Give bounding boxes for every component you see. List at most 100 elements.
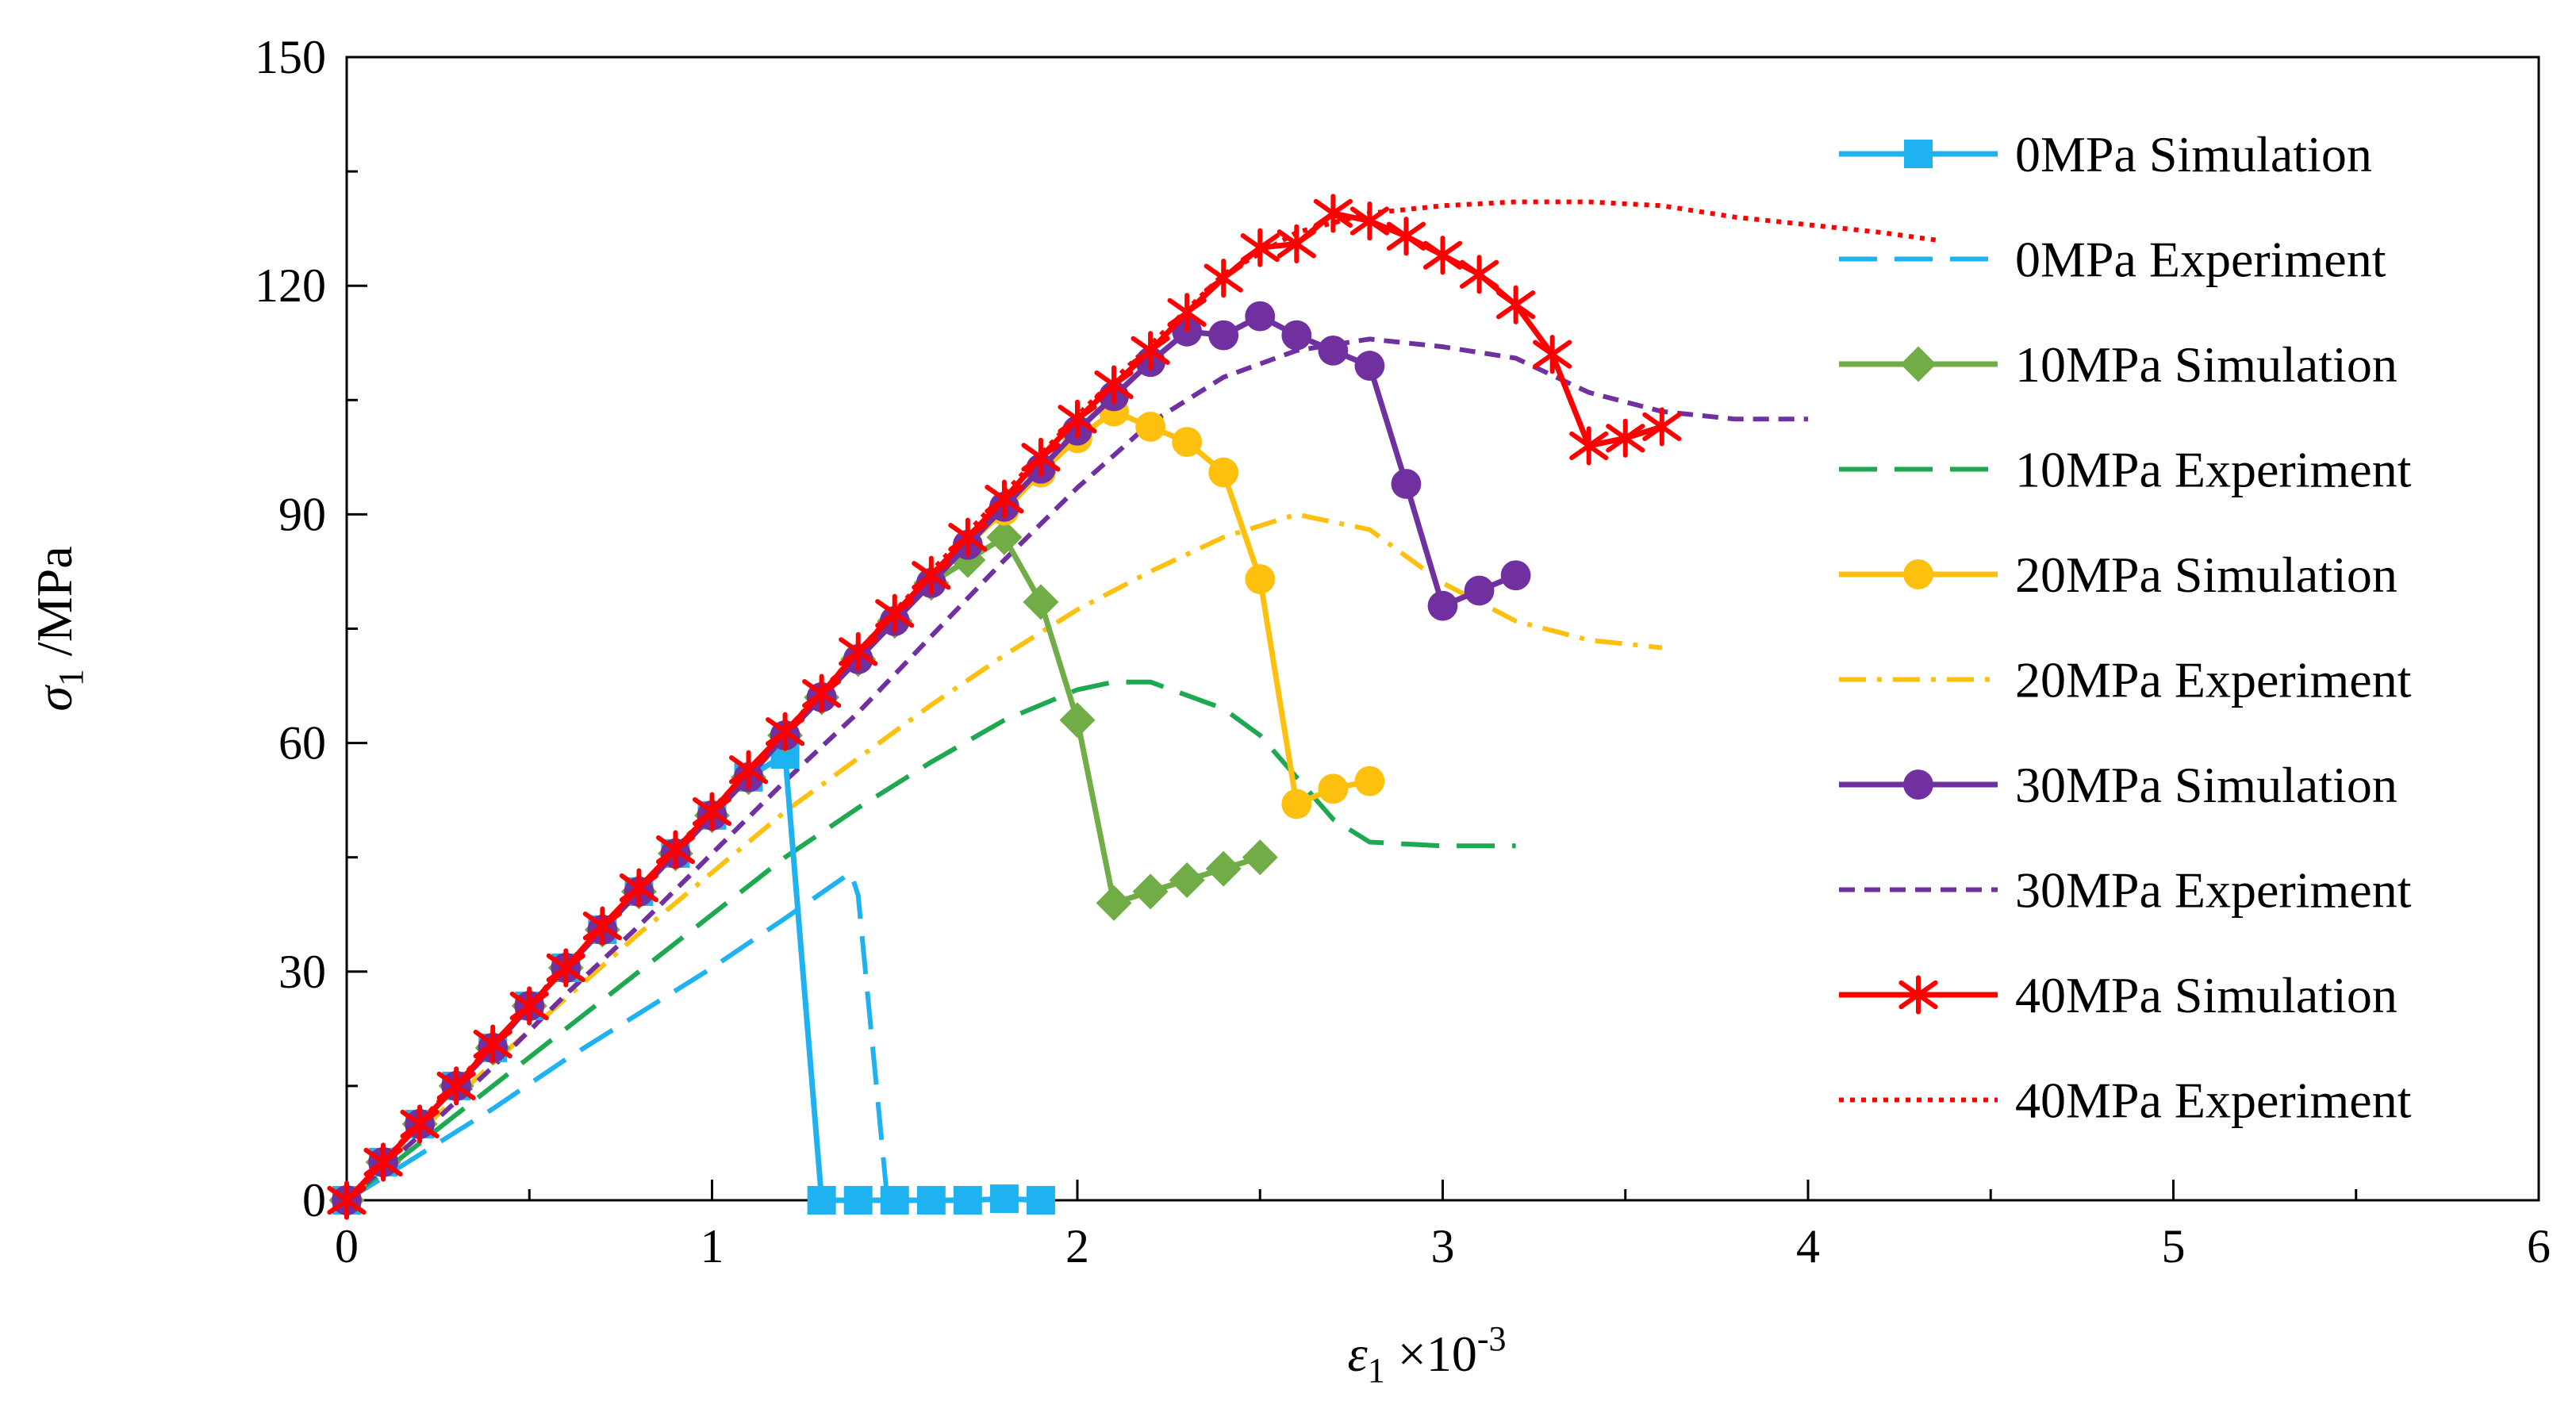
data-point bbox=[436, 1066, 476, 1106]
series-10mpa-experiment bbox=[345, 679, 1516, 1203]
star-stroke bbox=[1276, 229, 1316, 259]
star-stroke bbox=[509, 991, 549, 1021]
data-point bbox=[1242, 839, 1278, 876]
data-point bbox=[1349, 201, 1389, 241]
series-10mpa-simulation bbox=[328, 519, 1278, 1219]
data-point bbox=[1094, 365, 1134, 405]
plot-area bbox=[345, 56, 2540, 1202]
data-point bbox=[1500, 560, 1531, 591]
data-point bbox=[1172, 427, 1203, 458]
star-stroke bbox=[1094, 370, 1134, 400]
data-point bbox=[1167, 293, 1207, 332]
data-point bbox=[1642, 407, 1682, 447]
legend-item: 10MPa Experiment bbox=[1839, 442, 2412, 498]
data-point bbox=[916, 1186, 946, 1215]
legend-item: 30MPa Experiment bbox=[1839, 862, 2412, 919]
data-point bbox=[1496, 285, 1536, 324]
star-stroke bbox=[802, 679, 842, 708]
x-tick-label: 5 bbox=[2162, 1220, 2186, 1272]
y-tick-label: 60 bbox=[278, 717, 326, 769]
star-stroke bbox=[436, 1071, 476, 1101]
legend-label: 20MPa Simulation bbox=[2015, 547, 2397, 603]
data-point bbox=[1276, 224, 1316, 263]
legend-label: 0MPa Simulation bbox=[2015, 126, 2372, 182]
data-point bbox=[400, 1104, 440, 1144]
series-30mpa-simulation bbox=[332, 301, 1531, 1215]
star-stroke bbox=[1021, 443, 1061, 472]
data-point bbox=[473, 1024, 513, 1064]
x-tick-label: 3 bbox=[1431, 1220, 1455, 1272]
y-tick-label: 150 bbox=[255, 31, 326, 83]
y-tick-label: 120 bbox=[255, 259, 326, 312]
y-tick-label: 30 bbox=[278, 946, 326, 998]
data-point bbox=[1459, 255, 1499, 294]
data-point bbox=[1427, 590, 1458, 621]
data-point bbox=[1422, 236, 1463, 275]
legend-label: 0MPa Experiment bbox=[2015, 232, 2386, 288]
series-line bbox=[344, 313, 1517, 1203]
series-line bbox=[344, 210, 1663, 1203]
legend-label: 40MPa Experiment bbox=[2015, 1073, 2412, 1129]
star-stroke bbox=[839, 637, 878, 666]
star-stroke bbox=[1496, 290, 1536, 320]
series-group bbox=[327, 194, 1937, 1220]
data-point bbox=[1245, 301, 1276, 332]
data-point bbox=[807, 1186, 836, 1215]
legend-item: 0MPa Simulation bbox=[1839, 126, 2372, 182]
star-stroke bbox=[912, 561, 951, 590]
data-point bbox=[843, 1186, 873, 1215]
star-stroke bbox=[400, 1109, 440, 1139]
data-point bbox=[1318, 335, 1349, 366]
data-point bbox=[1464, 575, 1495, 606]
legend-label: 30MPa Experiment bbox=[2015, 862, 2412, 919]
data-point bbox=[546, 948, 585, 988]
data-point bbox=[1313, 194, 1353, 233]
data-point bbox=[1023, 584, 1059, 620]
data-point bbox=[1354, 351, 1385, 381]
legend-item: 30MPa Simulation bbox=[1839, 757, 2397, 813]
x-tick-label: 0 bbox=[335, 1220, 359, 1272]
data-point bbox=[1132, 873, 1169, 910]
legend-item: 40MPa Experiment bbox=[1839, 1073, 2412, 1129]
data-point bbox=[1903, 769, 1933, 800]
y-tick-label: 90 bbox=[278, 488, 326, 540]
data-point bbox=[1096, 885, 1132, 921]
star-stroke bbox=[1898, 980, 1938, 1010]
data-point bbox=[802, 674, 842, 713]
data-point bbox=[880, 1186, 909, 1215]
legend-label: 40MPa Simulation bbox=[2015, 967, 2397, 1023]
legend-item: 10MPa Simulation bbox=[1839, 336, 2397, 393]
legend: 0MPa Simulation 0MPa Experiment 10MPa Simu… bbox=[1839, 126, 2412, 1129]
series-line bbox=[345, 679, 1516, 1203]
series-0mpa-experiment bbox=[345, 869, 890, 1203]
legend-label: 30MPa Simulation bbox=[2015, 757, 2397, 813]
star-stroke bbox=[655, 835, 696, 865]
star-stroke bbox=[985, 485, 1024, 514]
data-point bbox=[1245, 564, 1276, 594]
data-point bbox=[1606, 418, 1645, 458]
series-20mpa-experiment bbox=[344, 512, 1663, 1203]
star-stroke bbox=[1422, 240, 1463, 270]
data-point bbox=[692, 792, 732, 831]
star-stroke bbox=[1386, 221, 1426, 251]
star-stroke bbox=[1131, 336, 1170, 365]
data-point bbox=[989, 1184, 1019, 1214]
x-tick-label: 6 bbox=[2527, 1220, 2551, 1272]
series-line bbox=[345, 869, 890, 1203]
data-point bbox=[1021, 437, 1061, 477]
data-point bbox=[912, 555, 951, 595]
legend-item: 0MPa Experiment bbox=[1839, 232, 2386, 288]
data-point bbox=[1169, 862, 1205, 899]
star-stroke bbox=[619, 873, 658, 903]
data-point bbox=[953, 1186, 982, 1215]
data-point bbox=[1208, 320, 1239, 351]
star-stroke bbox=[1642, 412, 1682, 442]
star-stroke bbox=[327, 1185, 367, 1215]
data-point bbox=[1354, 766, 1385, 796]
series-40mpa-simulation bbox=[327, 194, 1682, 1220]
series-line bbox=[345, 336, 1808, 1203]
data-point bbox=[1208, 457, 1239, 488]
data-point bbox=[1281, 789, 1312, 819]
